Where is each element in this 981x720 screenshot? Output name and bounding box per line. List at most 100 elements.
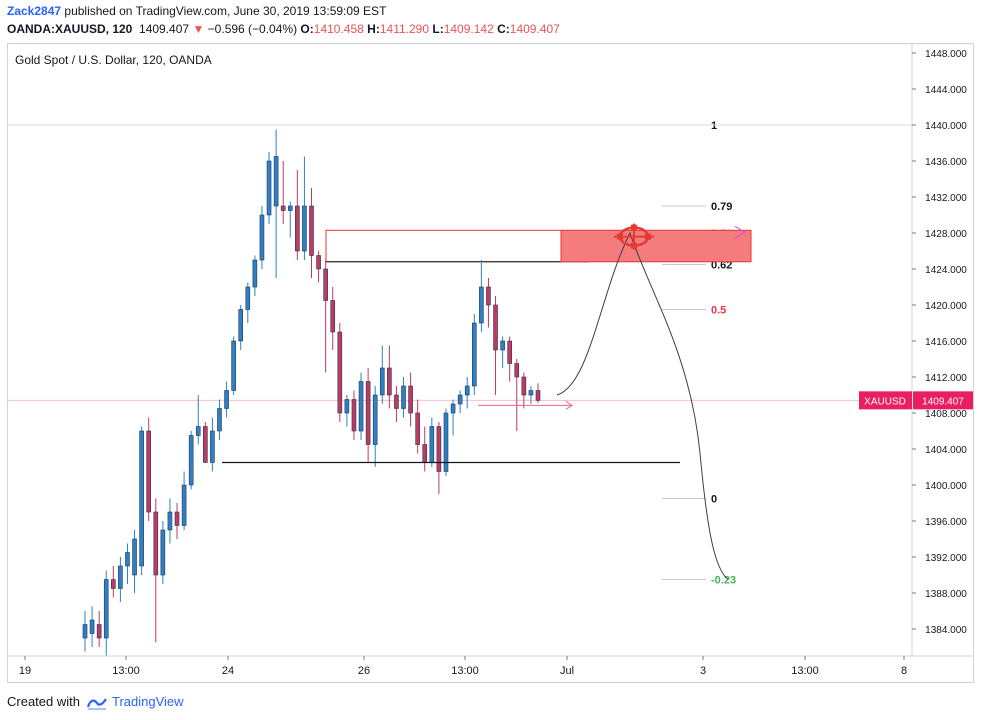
tradingview-brand[interactable]: TradingView (112, 694, 184, 709)
time-tick-label: 13:00 (112, 665, 140, 677)
zone-outline (325, 229, 562, 263)
candle-body (287, 205, 293, 211)
close-value: 1409.407 (509, 22, 560, 36)
candle-body (203, 426, 208, 463)
candle-body (486, 286, 491, 306)
candle-body (125, 552, 130, 567)
fib-level-label: -0.23 (711, 575, 736, 587)
candle-body (323, 268, 328, 301)
candle-body (174, 511, 180, 526)
candle-body (450, 403, 456, 414)
candle-body (210, 430, 215, 463)
candle-body (379, 367, 385, 396)
candle-body (96, 624, 102, 639)
candle-body (464, 385, 470, 396)
candle-body (344, 399, 350, 414)
candle-body (280, 205, 286, 211)
target-handle (645, 233, 651, 240)
candle-body (387, 367, 392, 396)
candle-body (535, 390, 541, 401)
price-tick-label: 1432.000 (925, 193, 967, 204)
candle-body (422, 444, 428, 463)
price-tick-label: 1420.000 (925, 301, 967, 312)
price-tick-label: 1444.000 (925, 85, 967, 96)
time-tick-label: Jul (560, 665, 574, 677)
candle-body (195, 426, 201, 436)
candle-body (500, 340, 505, 351)
candle-body (365, 381, 371, 445)
price-tick-label: 1388.000 (925, 589, 967, 600)
projected-path-curve (556, 231, 729, 580)
price-tick-label: 1400.000 (925, 481, 967, 492)
target-handle (617, 233, 623, 240)
fib-level-label: 0.79 (711, 201, 732, 213)
low-label: L: (432, 22, 444, 36)
candle-body (372, 394, 378, 445)
price-tick-label: 1396.000 (925, 517, 967, 528)
candle-body (111, 579, 116, 589)
time-tick-label: 26 (358, 665, 370, 677)
candle-body (443, 412, 449, 472)
sell-zone-box (560, 229, 752, 263)
price-tick-label: 1436.000 (925, 157, 967, 168)
candle-body (429, 426, 435, 463)
candle-body (188, 435, 194, 486)
candle-body (245, 286, 251, 310)
price-tick-label: 1440.000 (925, 121, 967, 132)
candle-body (436, 426, 442, 472)
candle-body (160, 529, 166, 576)
created-with-text: Created with (7, 694, 80, 709)
candle-body (146, 430, 152, 513)
close-label: C: (497, 22, 510, 36)
candle-body (295, 205, 300, 252)
tradingview-logo-icon (86, 697, 107, 710)
price-tick-label: 1416.000 (925, 337, 967, 348)
price-tick-label: 1392.000 (925, 553, 967, 564)
candle-body (153, 511, 159, 576)
candle-body (415, 412, 420, 445)
fib-level-label: 1 (711, 120, 717, 132)
footer: Created with TradingView (7, 694, 184, 710)
open-value: 1410.458 (313, 22, 364, 36)
candle-body (507, 340, 512, 364)
candle-body (408, 385, 413, 414)
candle-body (394, 394, 399, 409)
candle-body (118, 565, 123, 589)
candle-body (493, 304, 498, 351)
candle-body (217, 408, 222, 432)
high-label: H: (367, 22, 380, 36)
author-name[interactable]: Zack2847 (7, 4, 62, 18)
symbol-tag-label: XAUUSD (864, 396, 906, 407)
candle-body (358, 381, 364, 432)
price-tick-label: 1384.000 (925, 625, 967, 636)
candle-body (521, 376, 527, 396)
last-price-tag (913, 391, 973, 410)
time-tick-label: 19 (19, 665, 31, 677)
candle-body (132, 538, 137, 576)
time-tick-label: 13:00 (451, 665, 479, 677)
candle-body (139, 430, 144, 567)
publish-info: Zack2847 published on TradingView.com, J… (7, 4, 386, 18)
chart-title: Gold Spot / U.S. Dollar, 120, OANDA (15, 53, 212, 67)
target-handle (631, 242, 637, 249)
candle-body (337, 331, 343, 414)
price-tick-label: 1448.000 (925, 49, 967, 60)
fib-level-label: 0.5 (711, 305, 726, 317)
zone-arrow-icon (734, 225, 746, 239)
candle-body (252, 259, 258, 288)
symbol-price-tag (859, 391, 912, 410)
candle-body (181, 484, 187, 526)
time-tick-label: 3 (700, 665, 706, 677)
candle-body (273, 156, 279, 207)
candle-body (351, 399, 357, 432)
high-value: 1411.290 (379, 22, 430, 36)
candle-body (302, 205, 307, 252)
candle-body (330, 300, 336, 333)
price-change: −0.596 (−0.04%) (207, 22, 298, 36)
candle-body (479, 286, 484, 324)
time-tick-label: 24 (222, 665, 234, 677)
price-tick-label: 1428.000 (925, 229, 967, 240)
candle-body (514, 363, 520, 378)
candle-body (309, 205, 314, 256)
